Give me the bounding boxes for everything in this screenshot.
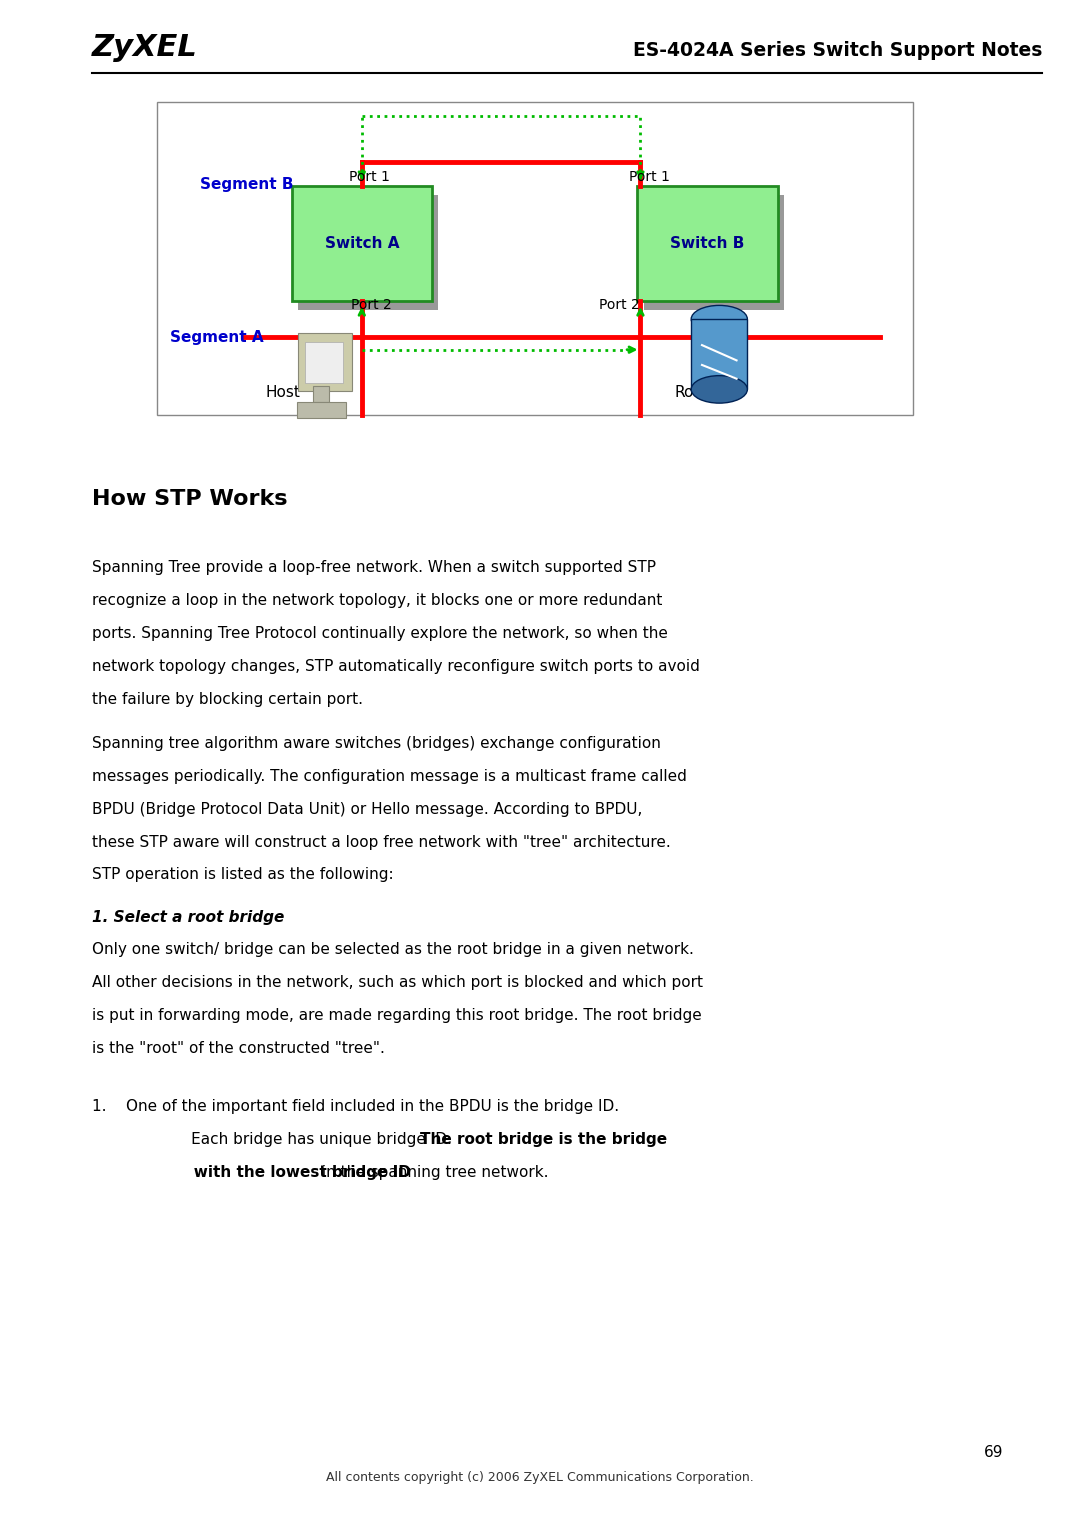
Text: Each bridge has unique bridge ID.: Each bridge has unique bridge ID. [157, 1133, 457, 1147]
Text: ES-4024A Series Switch Support Notes: ES-4024A Series Switch Support Notes [633, 41, 1042, 60]
FancyBboxPatch shape [298, 333, 352, 391]
Text: 1. Select a root bridge: 1. Select a root bridge [92, 910, 284, 925]
Text: 1.    One of the important field included in the BPDU is the bridge ID.: 1. One of the important field included i… [92, 1099, 619, 1115]
Text: Segment A: Segment A [170, 330, 264, 345]
Ellipse shape [691, 305, 747, 333]
Bar [157, 102, 913, 415]
Text: Switch B: Switch B [671, 237, 744, 250]
FancyBboxPatch shape [637, 186, 778, 301]
FancyBboxPatch shape [644, 195, 784, 310]
Text: Switch A: Switch A [325, 237, 399, 250]
Text: with the lowest bridge ID: with the lowest bridge ID [157, 1165, 410, 1180]
Text: Spanning Tree provide a loop-free network. When a switch supported STP: Spanning Tree provide a loop-free networ… [92, 560, 656, 576]
Text: Segment B: Segment B [200, 177, 294, 192]
Text: BPDU (Bridge Protocol Data Unit) or Hello message. According to BPDU,: BPDU (Bridge Protocol Data Unit) or Hell… [92, 802, 643, 817]
Text: messages periodically. The configuration message is a multicast frame called: messages periodically. The configuration… [92, 770, 687, 783]
Text: Host: Host [266, 385, 300, 400]
Text: network topology changes, STP automatically reconfigure switch ports to avoid: network topology changes, STP automatica… [92, 660, 700, 673]
Bar [691, 319, 747, 389]
Text: is the "root" of the constructed "tree".: is the "root" of the constructed "tree". [92, 1041, 384, 1055]
Text: Only one switch/ bridge can be selected as the root bridge in a given network.: Only one switch/ bridge can be selected … [92, 942, 693, 957]
Ellipse shape [691, 376, 747, 403]
Text: How STP Works: How STP Works [92, 489, 287, 508]
Text: Port 1: Port 1 [629, 169, 670, 185]
Text: is put in forwarding mode, are made regarding this root bridge. The root bridge: is put in forwarding mode, are made rega… [92, 1008, 702, 1023]
FancyBboxPatch shape [297, 402, 346, 418]
FancyBboxPatch shape [298, 195, 438, 310]
Text: Port 2: Port 2 [599, 298, 640, 313]
Text: Port 2: Port 2 [351, 298, 392, 313]
Text: All other decisions in the network, such as which port is blocked and which port: All other decisions in the network, such… [92, 976, 703, 989]
Text: The root bridge is the bridge: The root bridge is the bridge [420, 1133, 667, 1147]
Text: 69: 69 [984, 1445, 1003, 1460]
Text: Router: Router [675, 385, 726, 400]
Text: ports. Spanning Tree Protocol continually explore the network, so when the: ports. Spanning Tree Protocol continuall… [92, 626, 667, 641]
Text: Port 1: Port 1 [349, 169, 390, 185]
Text: recognize a loop in the network topology, it blocks one or more redundant: recognize a loop in the network topology… [92, 592, 662, 608]
Text: these STP aware will construct a loop free network with "tree" architecture.: these STP aware will construct a loop fr… [92, 834, 671, 849]
Text: STP operation is listed as the following:: STP operation is listed as the following… [92, 867, 393, 883]
Text: All contents copyright (c) 2006 ZyXEL Communications Corporation.: All contents copyright (c) 2006 ZyXEL Co… [326, 1471, 754, 1484]
Text: the failure by blocking certain port.: the failure by blocking certain port. [92, 692, 363, 707]
Text: in the spanning tree network.: in the spanning tree network. [318, 1165, 549, 1180]
Text: ZyXEL: ZyXEL [92, 32, 198, 61]
Text: Spanning tree algorithm aware switches (bridges) exchange configuration: Spanning tree algorithm aware switches (… [92, 736, 661, 751]
FancyBboxPatch shape [292, 186, 432, 301]
FancyBboxPatch shape [305, 342, 343, 383]
FancyBboxPatch shape [313, 386, 329, 402]
